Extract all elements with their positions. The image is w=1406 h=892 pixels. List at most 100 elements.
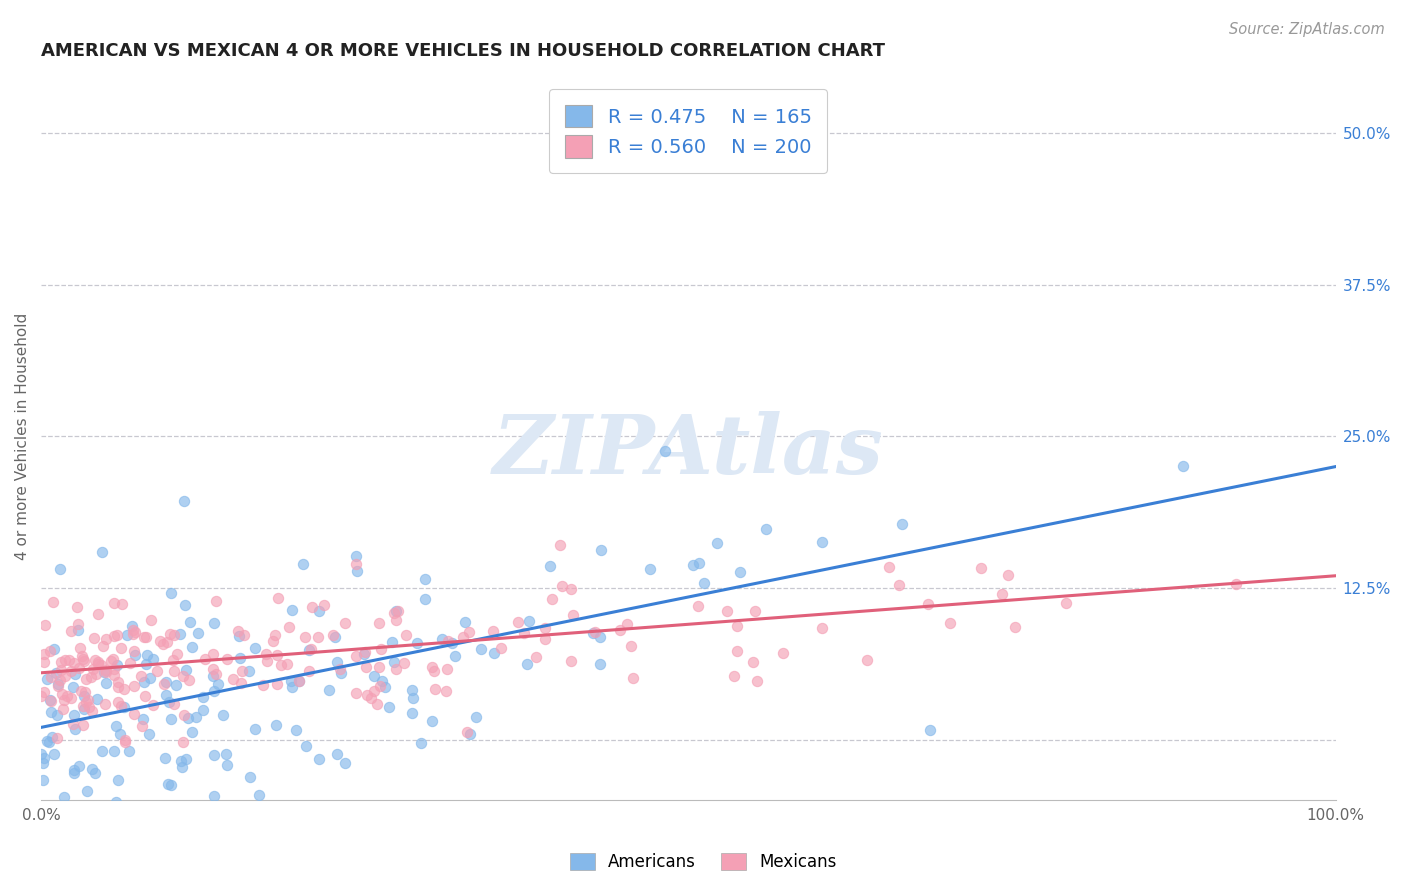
Point [46, 677, 69, 691]
Point [135, 630, 157, 644]
Point [194, 651, 217, 665]
Point [157, 695, 180, 709]
Point [889, 578, 911, 592]
Point [77, 693, 100, 707]
Point [215, 758, 238, 772]
Point [616, 617, 638, 632]
Point [444, 648, 467, 663]
Point [363, 684, 385, 698]
Point [215, 747, 238, 761]
Point [69, 640, 91, 655]
Point [72, 805, 94, 820]
Point [638, 562, 661, 576]
Point [548, 538, 571, 552]
Point [890, 517, 912, 532]
Point [420, 659, 443, 673]
Point [63, 763, 86, 777]
Point [560, 582, 582, 596]
Point [73, 689, 96, 703]
Point [207, 677, 229, 691]
Point [686, 599, 709, 614]
Point [209, 805, 232, 820]
Point [49, 655, 72, 669]
Point [38, 735, 60, 749]
Point [384, 662, 406, 676]
Point [745, 674, 768, 689]
Point [134, 690, 156, 704]
Point [326, 656, 349, 670]
Point [297, 664, 319, 678]
Point [110, 698, 132, 713]
Point [458, 727, 481, 741]
Point [49, 673, 72, 688]
Point [243, 640, 266, 655]
Point [174, 598, 197, 612]
Point [621, 671, 644, 685]
Point [202, 647, 225, 661]
Point [308, 752, 330, 766]
Point [280, 603, 302, 617]
Point [204, 683, 226, 698]
Point [111, 598, 134, 612]
Point [211, 708, 233, 723]
Point [30, 747, 52, 762]
Point [517, 614, 540, 628]
Point [266, 591, 288, 605]
Point [997, 568, 1019, 582]
Point [63, 657, 86, 671]
Point [1054, 596, 1077, 610]
Point [118, 744, 141, 758]
Point [59, 664, 82, 678]
Point [107, 680, 129, 694]
Point [110, 726, 132, 740]
Point [73, 654, 96, 668]
Point [920, 723, 942, 738]
Point [420, 714, 443, 728]
Point [458, 624, 481, 639]
Point [456, 725, 478, 739]
Point [205, 594, 228, 608]
Point [278, 619, 301, 633]
Point [82, 762, 104, 776]
Point [63, 667, 86, 681]
Point [454, 615, 477, 629]
Point [41, 731, 63, 745]
Point [142, 698, 165, 713]
Point [83, 631, 105, 645]
Point [32, 655, 55, 669]
Point [1004, 620, 1026, 634]
Point [65, 722, 87, 736]
Point [181, 640, 204, 654]
Point [991, 587, 1014, 601]
Point [67, 660, 90, 674]
Point [335, 615, 357, 630]
Point [91, 639, 114, 653]
Point [103, 652, 125, 666]
Point [165, 677, 187, 691]
Point [48, 805, 70, 820]
Point [103, 596, 125, 610]
Point [716, 604, 738, 618]
Point [90, 657, 112, 672]
Point [276, 657, 298, 672]
Point [266, 648, 288, 662]
Point [45, 666, 67, 681]
Point [86, 655, 108, 669]
Point [725, 644, 748, 658]
Point [157, 777, 180, 791]
Point [187, 625, 209, 640]
Point [107, 674, 129, 689]
Point [229, 675, 252, 690]
Point [620, 640, 643, 654]
Point [146, 664, 169, 678]
Point [155, 675, 177, 690]
Point [59, 691, 82, 706]
Point [191, 690, 214, 704]
Point [811, 534, 834, 549]
Point [56, 689, 79, 703]
Point [307, 630, 329, 644]
Point [70, 683, 93, 698]
Point [374, 680, 396, 694]
Point [138, 671, 160, 685]
Point [70, 649, 93, 664]
